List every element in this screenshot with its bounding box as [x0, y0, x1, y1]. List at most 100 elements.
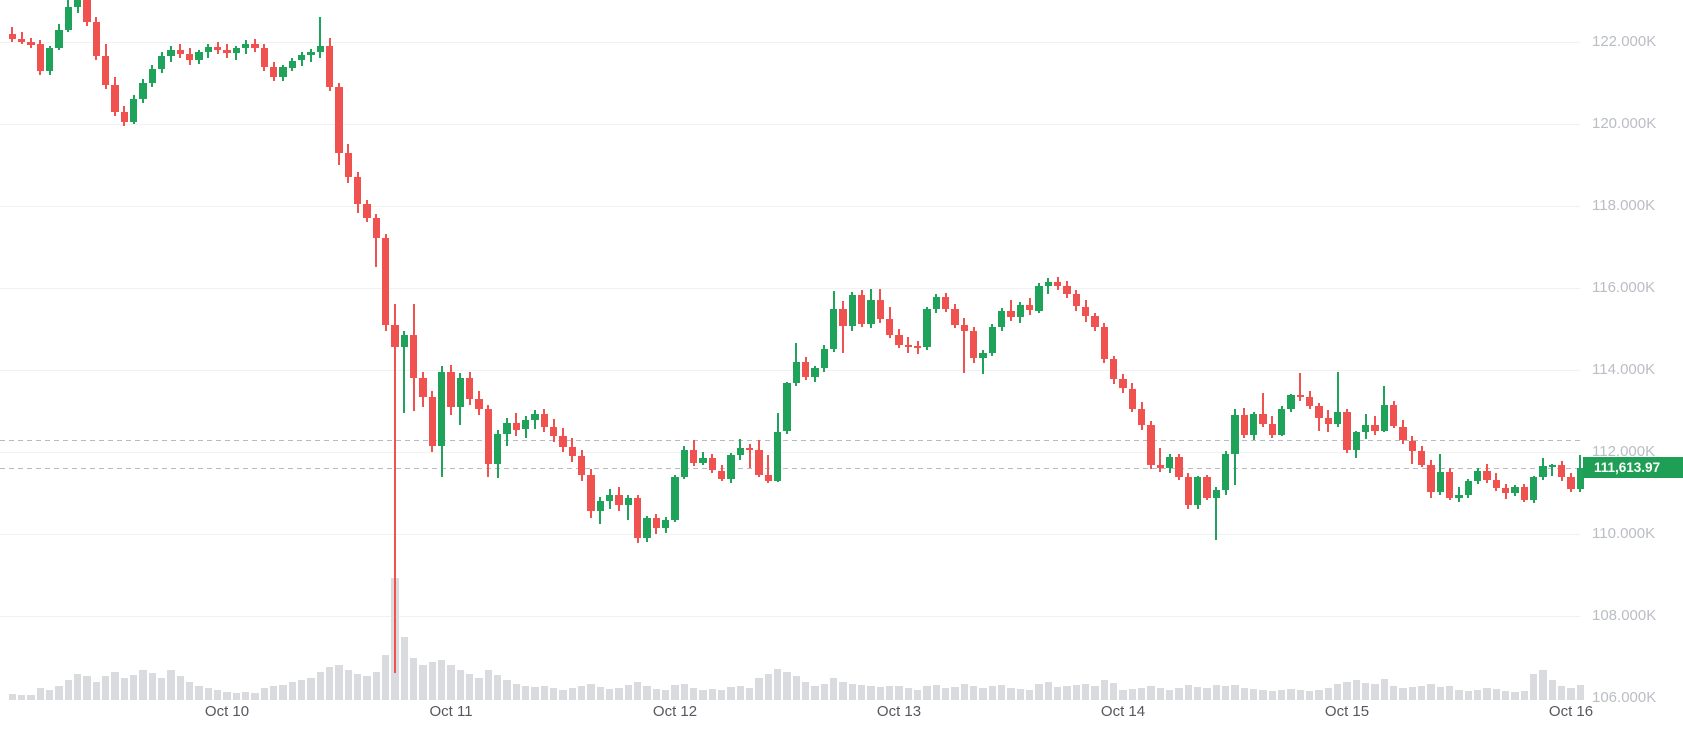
candle-body — [456, 378, 464, 407]
candle-body — [101, 56, 110, 85]
volume-bar — [400, 637, 408, 700]
volume-bar — [549, 688, 558, 700]
candle-body — [708, 458, 716, 471]
candle-body — [1165, 456, 1174, 468]
candle-body — [783, 383, 791, 432]
horizontal-gridline — [0, 124, 1580, 125]
price-axis-tick-label: 122.000K — [1592, 33, 1657, 50]
volume-bar — [689, 688, 698, 700]
volume-bar — [241, 692, 250, 700]
volume-bar — [1483, 688, 1491, 700]
volume-bar — [1315, 690, 1323, 700]
candle-body — [979, 352, 987, 358]
volume-bar — [1352, 680, 1360, 700]
volume-bar — [176, 676, 184, 700]
volume-bar — [101, 676, 110, 700]
volume-bar — [1231, 685, 1239, 700]
volume-bar — [1221, 686, 1230, 700]
volume-bar — [857, 685, 866, 700]
volume-bar — [1128, 689, 1136, 700]
volume-bar — [279, 685, 287, 700]
candle-body — [1025, 305, 1034, 311]
dashed-price-line — [0, 468, 1580, 469]
volume-bar — [699, 690, 707, 700]
candle-body — [1483, 470, 1491, 480]
candle-body — [913, 346, 922, 349]
volume-bar — [185, 682, 194, 700]
volume-bar — [839, 682, 847, 700]
candle-body — [1408, 440, 1416, 452]
volume-bar — [1147, 686, 1155, 700]
volume-bar — [1576, 685, 1584, 700]
candle-body — [17, 38, 26, 42]
volume-bar — [381, 655, 390, 700]
candle-body — [428, 396, 436, 446]
volume-bar — [1520, 691, 1528, 700]
candle-body — [241, 44, 250, 49]
volume-bar — [848, 684, 856, 700]
price-axis-tick-label: 114.000K — [1592, 361, 1656, 378]
volume-bar — [353, 674, 362, 700]
candle-body — [1044, 281, 1052, 286]
volume-bar — [148, 673, 156, 700]
candle-body — [139, 83, 147, 100]
volume-bar — [157, 678, 166, 700]
candle-body — [92, 21, 100, 57]
volume-bar — [484, 670, 492, 700]
price-axis-tick-label: 106.000K — [1592, 689, 1657, 706]
volume-bar — [1053, 687, 1062, 700]
volume-bar — [979, 688, 987, 700]
volume-bar — [17, 695, 26, 700]
candle-body — [391, 324, 399, 348]
candle-body — [204, 46, 212, 53]
horizontal-gridline — [0, 616, 1580, 617]
candle-body — [353, 177, 362, 204]
candle-wick — [1458, 486, 1460, 502]
candle-body — [1081, 306, 1090, 316]
candle-body — [867, 300, 875, 325]
candle-body — [1212, 489, 1220, 498]
volume-bar — [1025, 690, 1034, 700]
last-price-label: 111,613.97 — [1583, 457, 1683, 478]
candle-body — [829, 308, 838, 349]
volume-bar — [167, 670, 175, 700]
candle-body — [307, 52, 315, 56]
volume-bar — [437, 660, 446, 700]
candle-body — [876, 300, 884, 319]
volume-bar — [335, 665, 343, 700]
date-axis-tick-label: Oct 15 — [1324, 703, 1370, 720]
volume-bar — [1427, 684, 1435, 700]
candle-body — [643, 518, 651, 539]
candle-body — [8, 33, 16, 39]
volume-bar — [316, 672, 324, 700]
volume-bar — [1511, 692, 1519, 700]
candle-body — [1539, 466, 1547, 478]
horizontal-gridline — [0, 534, 1580, 535]
volume-bar — [36, 688, 44, 700]
candle-body — [381, 238, 390, 325]
volume-bar — [876, 687, 884, 700]
volume-bar — [363, 676, 371, 700]
volume-bar — [1156, 688, 1164, 700]
volume-bar — [447, 665, 455, 700]
volume-bar — [1380, 679, 1388, 700]
candle-body — [960, 324, 968, 331]
volume-bar — [885, 686, 894, 700]
volume-bar — [1175, 688, 1183, 700]
horizontal-gridline — [0, 370, 1580, 371]
candle-body — [279, 67, 287, 77]
volume-bar — [465, 674, 474, 700]
candle-body — [157, 56, 166, 69]
horizontal-gridline — [0, 288, 1580, 289]
volume-bar — [297, 680, 306, 700]
candle-body — [792, 361, 800, 384]
candle-wick — [1159, 447, 1162, 472]
candle-body — [549, 426, 558, 436]
candle-body — [764, 474, 772, 481]
candle-body — [521, 420, 530, 430]
candle-body — [1492, 479, 1500, 489]
date-axis-tick-label: Oct 11 — [429, 703, 473, 720]
candle-body — [1464, 480, 1472, 495]
